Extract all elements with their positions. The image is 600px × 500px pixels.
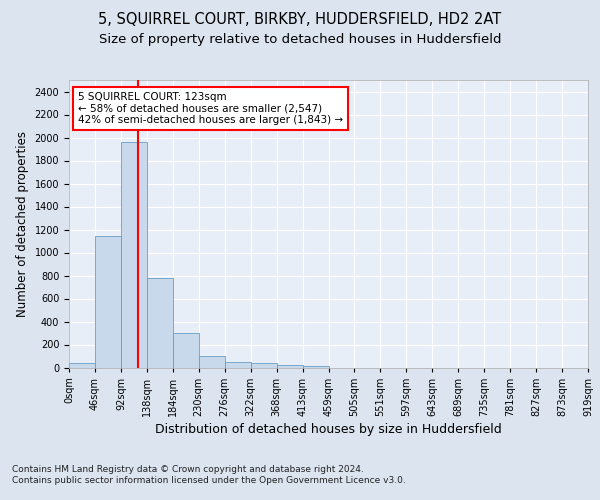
Text: Contains HM Land Registry data © Crown copyright and database right 2024.: Contains HM Land Registry data © Crown c… xyxy=(12,465,364,474)
Text: Contains public sector information licensed under the Open Government Licence v3: Contains public sector information licen… xyxy=(12,476,406,485)
Bar xyxy=(69,364,95,368)
Bar xyxy=(173,333,199,368)
Bar xyxy=(277,365,302,368)
Text: Size of property relative to detached houses in Huddersfield: Size of property relative to detached ho… xyxy=(99,32,501,46)
Bar xyxy=(121,142,147,368)
Bar xyxy=(95,236,121,368)
Bar xyxy=(147,278,173,368)
Bar xyxy=(302,366,329,368)
Text: 5, SQUIRREL COURT, BIRKBY, HUDDERSFIELD, HD2 2AT: 5, SQUIRREL COURT, BIRKBY, HUDDERSFIELD,… xyxy=(98,12,502,28)
Bar xyxy=(225,362,251,368)
Y-axis label: Number of detached properties: Number of detached properties xyxy=(16,130,29,317)
Text: 5 SQUIRREL COURT: 123sqm
← 58% of detached houses are smaller (2,547)
42% of sem: 5 SQUIRREL COURT: 123sqm ← 58% of detach… xyxy=(78,92,343,126)
Text: Distribution of detached houses by size in Huddersfield: Distribution of detached houses by size … xyxy=(155,422,502,436)
Bar xyxy=(199,356,224,368)
Bar xyxy=(251,364,277,368)
